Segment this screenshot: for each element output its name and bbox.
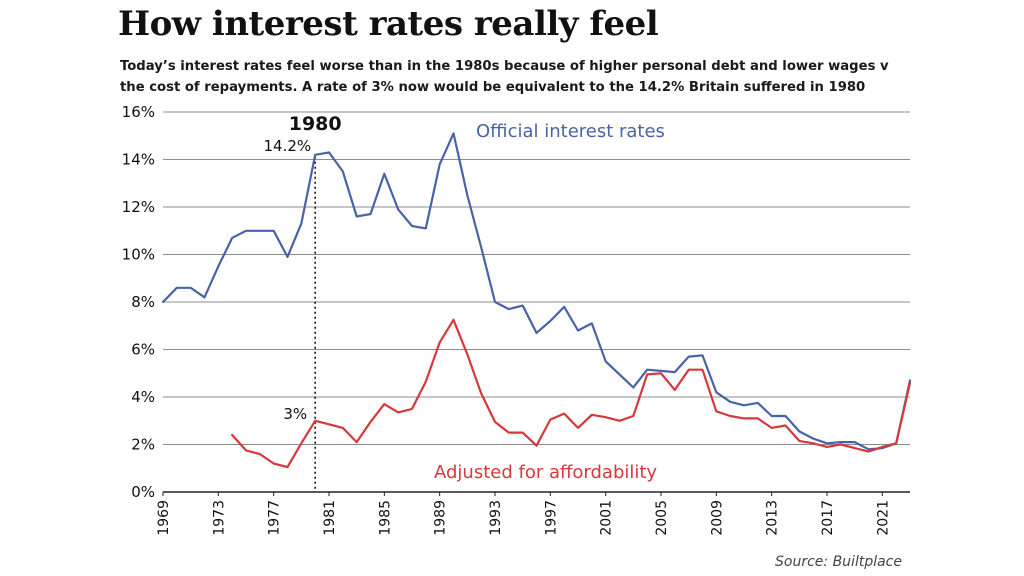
x-tick-label: 2017 (820, 500, 836, 536)
official-1980-value-label: 14.2% (264, 137, 312, 155)
x-tick-label: 1973 (211, 500, 227, 536)
adjusted-affordability-line (231, 318, 912, 469)
x-tick-label: 1969 (156, 500, 172, 536)
x-tick-label: 2013 (765, 500, 781, 536)
y-tick-label: 4% (131, 388, 155, 406)
annotations: 1980 14.2% 3% (264, 113, 342, 492)
x-tick-label: 2021 (875, 500, 891, 536)
x-axis-ticks: 1969 1973 1977 1981 1985 1989 1993 1997 2001 2005… (156, 492, 891, 536)
year-1980-label: 1980 (289, 113, 342, 135)
y-tick-label: 14% (122, 151, 155, 169)
chart-title: How interest rates really feel (118, 4, 659, 44)
adjusted-series-label: Adjusted for affordability (434, 462, 657, 483)
official-rates-line (161, 132, 912, 451)
y-tick-label: 2% (131, 436, 155, 454)
x-tick-label: 1985 (377, 500, 393, 536)
y-tick-label: 10% (122, 246, 155, 264)
source-note: Source: Builtplace (775, 554, 902, 570)
y-tick-label: 0% (131, 483, 155, 501)
chart-subtitle: Today’s interest rates feel worse than i… (120, 56, 920, 98)
x-tick-label: 1997 (543, 500, 559, 536)
y-tick-label: 12% (122, 198, 155, 216)
y-tick-label: 16% (122, 103, 155, 121)
x-tick-label: 2009 (709, 500, 725, 536)
x-tick-label: 2001 (599, 500, 615, 536)
x-tick-label: 1977 (267, 500, 283, 536)
y-axis-ticks: 0% 2% 4% 6% 8% 10% 12% 14% 16% (122, 103, 155, 501)
subtitle-line-2: the cost of repayments. A rate of 3% now… (120, 80, 866, 95)
x-tick-label: 2005 (654, 500, 670, 536)
official-rates-series-label: Official interest rates (476, 121, 665, 142)
y-tick-label: 6% (131, 341, 155, 359)
x-tick-label: 1993 (488, 500, 504, 536)
x-tick-label: 1989 (433, 500, 449, 536)
y-tick-label: 8% (131, 293, 155, 311)
x-tick-label: 1981 (322, 500, 338, 536)
gridlines (163, 111, 910, 493)
adjusted-1980-value-label: 3% (283, 405, 307, 423)
subtitle-line-1: Today’s interest rates feel worse than i… (120, 59, 889, 74)
series-lines (161, 132, 912, 469)
